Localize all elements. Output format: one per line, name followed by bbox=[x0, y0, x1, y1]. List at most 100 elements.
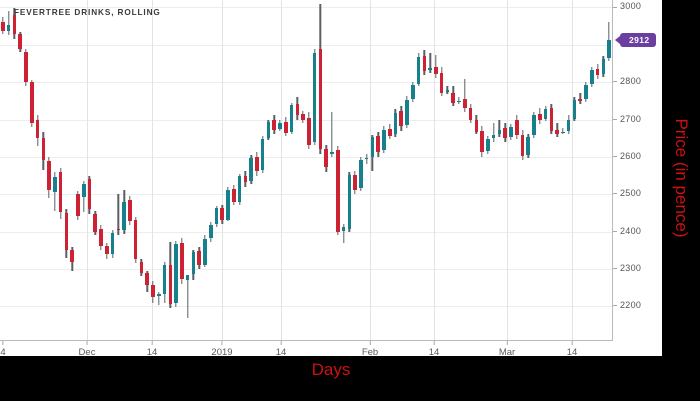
current-price-marker: 2912 bbox=[615, 33, 656, 48]
candlestick bbox=[411, 0, 415, 340]
candlestick bbox=[203, 0, 207, 340]
candlestick-body-up bbox=[393, 112, 398, 135]
candlestick bbox=[53, 0, 57, 340]
candlestick bbox=[549, 0, 554, 340]
candlestick-body-up bbox=[416, 56, 421, 85]
candlestick bbox=[584, 0, 588, 340]
candlestick-body-down bbox=[434, 66, 438, 74]
candlestick bbox=[12, 0, 17, 340]
candlestick bbox=[359, 0, 363, 340]
candlestick-body-down bbox=[520, 134, 525, 157]
candlestick-wick bbox=[435, 55, 437, 78]
y-axis-tick-label: 2400 bbox=[613, 226, 659, 238]
candlestick-body-down bbox=[93, 213, 98, 232]
candlestick bbox=[393, 0, 398, 340]
candlestick-wick bbox=[7, 11, 10, 36]
candlestick bbox=[434, 0, 438, 340]
candlestick-body-up bbox=[445, 90, 450, 92]
x-axis-tick-label: 14 bbox=[276, 341, 286, 358]
candlestick bbox=[214, 0, 219, 340]
candlestick bbox=[364, 0, 369, 340]
y-axis-tick-label: 2300 bbox=[613, 263, 659, 275]
x-axis-line bbox=[0, 340, 613, 341]
candlestick-body-up bbox=[428, 68, 432, 71]
gridline-vertical bbox=[281, 0, 282, 340]
candlestick-body-down bbox=[295, 103, 300, 116]
candlestick-body-up bbox=[110, 233, 115, 255]
candlestick bbox=[145, 0, 149, 340]
candlestick bbox=[208, 0, 213, 340]
candlestick-body-up bbox=[278, 122, 282, 129]
candlestick-body-down bbox=[232, 188, 236, 203]
candlestick bbox=[307, 0, 311, 340]
gridline-vertical bbox=[370, 0, 371, 340]
x-axis-tick-label: 14 bbox=[147, 341, 157, 358]
candlestick-body-down bbox=[514, 119, 519, 136]
candlestick bbox=[151, 0, 155, 340]
candlestick-body-down bbox=[87, 179, 92, 210]
candlestick-body-down bbox=[70, 249, 74, 263]
candlestick-body-down bbox=[439, 72, 444, 93]
candlestick-body-up bbox=[382, 130, 386, 151]
candlestick bbox=[370, 0, 375, 340]
candlestick-body-down bbox=[243, 175, 248, 183]
candlestick-body-up bbox=[497, 130, 502, 134]
candlestick-wick bbox=[492, 123, 495, 142]
candlestick-body-down bbox=[220, 208, 225, 221]
candlestick bbox=[486, 0, 490, 340]
candlestick-body-up bbox=[405, 100, 409, 125]
candlestick-body-up bbox=[289, 105, 294, 132]
candlestick-body-down bbox=[1, 21, 5, 32]
candlestick-body-down bbox=[301, 114, 305, 120]
gridline-horizontal bbox=[0, 269, 612, 270]
candlestick-wick bbox=[562, 127, 564, 135]
candlestick bbox=[6, 0, 11, 340]
candlestick-body-down bbox=[324, 149, 328, 168]
candlestick bbox=[99, 0, 103, 340]
candlestick bbox=[1, 0, 5, 340]
candlestick-body-down bbox=[376, 136, 380, 153]
candlestick bbox=[572, 0, 577, 340]
candlestick-body-up bbox=[260, 138, 265, 170]
candlestick-body-down bbox=[64, 212, 69, 250]
candlestick bbox=[47, 0, 51, 340]
candlestick-body-down bbox=[503, 127, 507, 139]
candlestick bbox=[428, 0, 432, 340]
candlestick-body-up bbox=[543, 109, 548, 119]
candlestick-body-down bbox=[399, 111, 404, 127]
candlestick bbox=[601, 0, 606, 340]
candlestick-body-up bbox=[214, 208, 219, 225]
candlestick bbox=[191, 0, 196, 340]
candlestick bbox=[105, 0, 109, 340]
candlestick bbox=[29, 0, 34, 340]
gridline-vertical bbox=[572, 0, 573, 340]
candlestick-body-up bbox=[341, 227, 346, 231]
candlestick-body-up bbox=[590, 70, 594, 85]
candlestick-body-down bbox=[474, 119, 479, 132]
candlestick bbox=[514, 0, 519, 340]
y-axis-tick-label: 2700 bbox=[613, 114, 659, 126]
x-axis-tick-label: Mar bbox=[499, 341, 515, 358]
gridline-vertical bbox=[152, 0, 153, 340]
candlestick-body-down bbox=[24, 51, 28, 83]
y-axis-label: Price (in pence) bbox=[662, 0, 700, 356]
candlestick-wick bbox=[464, 79, 466, 113]
candlestick-body-up bbox=[203, 239, 207, 265]
candlestick bbox=[295, 0, 300, 340]
candlestick-body-down bbox=[307, 117, 311, 145]
candlestick bbox=[220, 0, 225, 340]
candlestick bbox=[197, 0, 201, 340]
candlestick-body-up bbox=[266, 121, 271, 139]
candlestick-body-up bbox=[249, 157, 253, 182]
candlestick bbox=[301, 0, 305, 340]
candlestick-body-down bbox=[47, 160, 51, 190]
gridline-vertical bbox=[434, 0, 435, 340]
candlestick-body-up bbox=[607, 40, 611, 58]
candlestick bbox=[272, 0, 277, 340]
candlestick bbox=[139, 0, 144, 340]
candlestick bbox=[41, 0, 46, 340]
candlestick-wick bbox=[458, 97, 460, 104]
candlestick-body-up bbox=[6, 25, 11, 32]
candlestick bbox=[416, 0, 421, 340]
candlestick bbox=[243, 0, 248, 340]
